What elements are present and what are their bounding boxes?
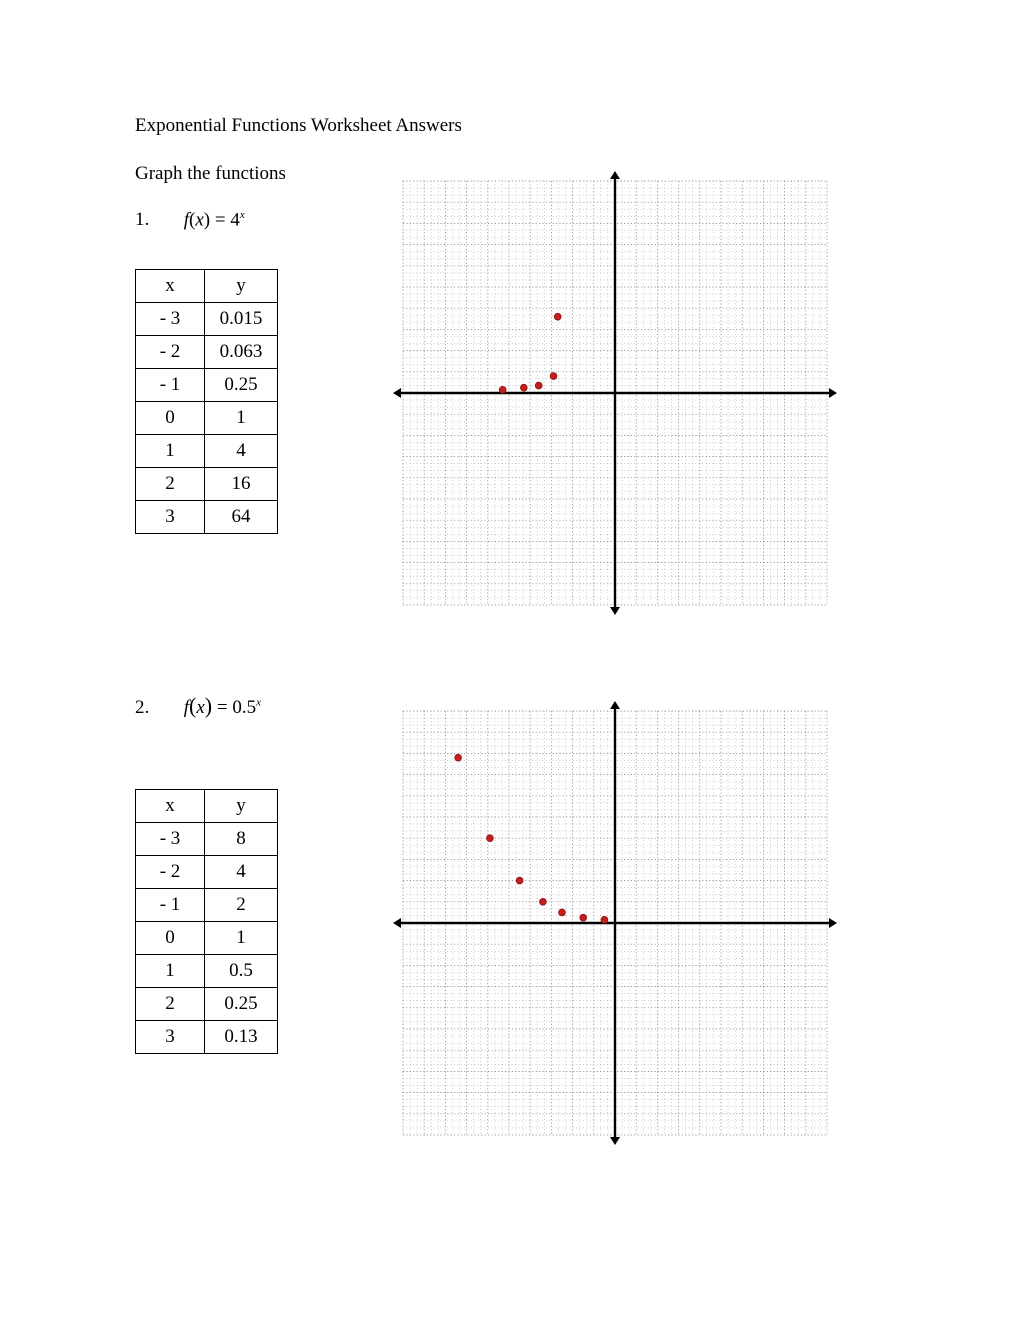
table-row: 01 — [136, 922, 278, 955]
col-y-head: y — [205, 270, 278, 303]
col-x-head: x — [136, 270, 205, 303]
table-2: x y - 38 - 24 - 12 01 10.5 20.25 30.13 — [135, 789, 278, 1054]
table-row: 01 — [136, 402, 278, 435]
table-row: - 10.25 — [136, 369, 278, 402]
table-row: 10.5 — [136, 955, 278, 988]
table-head-row: x y — [136, 270, 278, 303]
table-row: - 24 — [136, 856, 278, 889]
chart-2-wrap — [385, 693, 890, 1153]
chart-1 — [385, 163, 845, 623]
table-row: - 30.015 — [136, 303, 278, 336]
table-row: - 38 — [136, 823, 278, 856]
equation-1: 1. f(x) = 4x — [135, 209, 385, 231]
page: Exponential Functions Worksheet Answers … — [0, 0, 1020, 1193]
subtitle: Graph the functions — [135, 163, 385, 185]
table-row: 216 — [136, 468, 278, 501]
table-row: 20.25 — [136, 988, 278, 1021]
table-1: x y - 30.015 - 20.063 - 10.25 01 14 216 … — [135, 269, 278, 534]
table-head-row: x y — [136, 790, 278, 823]
col-y-head: y — [205, 790, 278, 823]
table-row: 364 — [136, 501, 278, 534]
chart-2 — [385, 693, 845, 1153]
chart-1-wrap — [385, 163, 890, 623]
table-row: 30.13 — [136, 1021, 278, 1054]
col-x-head: x — [136, 790, 205, 823]
equation-2: 2. f(x) = 0.5x — [135, 693, 385, 719]
table-row: - 20.063 — [136, 336, 278, 369]
page-title: Exponential Functions Worksheet Answers — [135, 115, 890, 137]
table-row: 14 — [136, 435, 278, 468]
table-row: - 12 — [136, 889, 278, 922]
